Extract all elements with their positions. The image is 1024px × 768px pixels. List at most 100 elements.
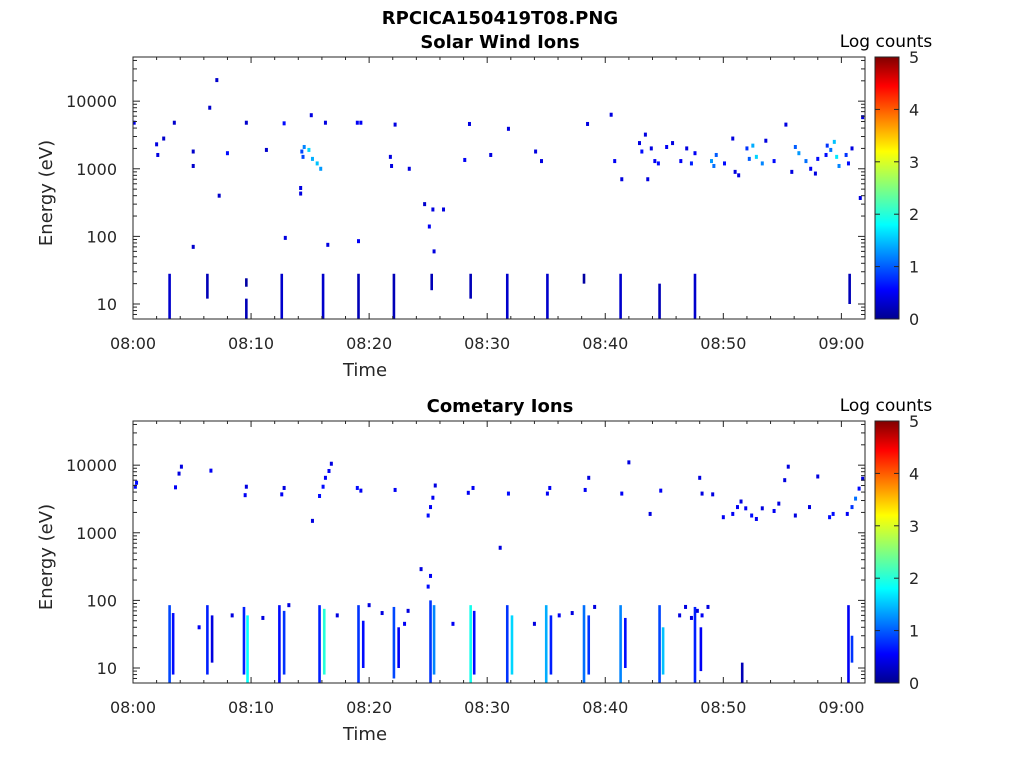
data-point: [653, 159, 657, 164]
data-point: [693, 151, 697, 156]
data-point: [423, 202, 427, 207]
data-point: [429, 573, 433, 578]
data-point: [832, 139, 836, 144]
data-column: [549, 615, 553, 675]
data-column: [469, 273, 472, 299]
data-point: [243, 493, 247, 498]
data-point: [695, 608, 699, 613]
data-point: [506, 491, 510, 496]
data-point: [407, 166, 411, 171]
data-point: [172, 120, 176, 125]
data-point: [809, 166, 813, 171]
data-point: [244, 120, 248, 125]
data-point: [355, 485, 359, 490]
data-point: [844, 152, 848, 157]
data-column: [661, 627, 665, 675]
data-point: [754, 154, 758, 159]
data-point: [489, 152, 493, 157]
data-point: [583, 487, 587, 492]
data-point: [426, 513, 430, 518]
y-tick-label: 10: [97, 659, 117, 678]
data-column: [206, 273, 209, 299]
data-point: [426, 584, 430, 589]
data-column: [546, 273, 549, 319]
data-point: [244, 484, 248, 489]
data-point: [432, 249, 436, 254]
data-point: [406, 608, 410, 613]
colorbar: [874, 56, 900, 320]
data-point: [390, 163, 394, 168]
data-column: [392, 606, 396, 679]
data-point: [307, 147, 311, 152]
data-column: [740, 662, 744, 683]
colorbar-tick-label: 2: [909, 205, 919, 224]
data-point: [359, 488, 363, 493]
data-point: [463, 157, 467, 162]
data-point: [217, 193, 221, 198]
data-point: [534, 149, 538, 154]
y-tick-label: 100: [86, 591, 117, 610]
data-point: [466, 490, 470, 495]
data-point: [706, 604, 710, 609]
x-tick-label: 08:30: [464, 334, 510, 353]
data-column: [505, 605, 509, 683]
data-point: [209, 468, 213, 473]
data-point: [772, 508, 776, 513]
data-column: [206, 605, 209, 675]
data-column: [544, 605, 548, 683]
data-point: [861, 476, 865, 481]
data-point: [620, 491, 624, 496]
data-point: [355, 120, 359, 125]
data-column: [246, 615, 249, 683]
data-point: [329, 461, 333, 466]
y-tick-label: 1000: [76, 160, 117, 179]
data-point: [643, 132, 647, 137]
colorbar-label: Log counts: [840, 32, 933, 52]
x-tick-label: 09:00: [818, 698, 864, 717]
data-point: [783, 478, 787, 483]
colorbar-tick-label: 4: [909, 100, 919, 119]
data-point: [557, 613, 561, 618]
data-point: [620, 177, 624, 182]
data-point: [723, 161, 727, 166]
data-point: [335, 613, 339, 618]
colorbar: [874, 420, 900, 684]
data-point: [506, 126, 510, 131]
data-point: [197, 625, 201, 630]
data-point: [689, 161, 693, 166]
data-point: [744, 506, 748, 511]
data-point: [302, 144, 306, 149]
data-point: [309, 113, 313, 118]
data-point: [570, 611, 574, 616]
data-point: [310, 156, 314, 161]
data-point: [287, 603, 291, 608]
data-point: [403, 621, 407, 626]
data-point: [857, 486, 861, 491]
data-point: [786, 464, 790, 469]
data-point: [419, 567, 423, 572]
data-point: [659, 488, 663, 493]
y-tick-label: 10000: [66, 92, 117, 111]
data-column: [168, 605, 171, 683]
data-column: [357, 273, 360, 319]
data-point: [816, 156, 820, 161]
data-point: [321, 484, 325, 489]
data-point: [679, 159, 683, 164]
data-column: [361, 620, 365, 669]
x-axis-label: Time: [342, 724, 387, 745]
data-point: [751, 143, 755, 148]
data-point: [208, 105, 212, 110]
colorbar-tick-label: 0: [909, 674, 919, 693]
data-point: [627, 460, 631, 465]
data-column: [278, 605, 281, 683]
data-point: [532, 621, 536, 626]
data-column: [850, 635, 854, 663]
data-point: [367, 603, 371, 608]
data-point: [646, 177, 650, 182]
data-column: [510, 615, 514, 675]
x-axis-label: Time: [342, 360, 387, 381]
data-point: [230, 613, 234, 618]
colorbar-tick-label: 3: [909, 517, 919, 536]
data-point: [678, 613, 682, 618]
